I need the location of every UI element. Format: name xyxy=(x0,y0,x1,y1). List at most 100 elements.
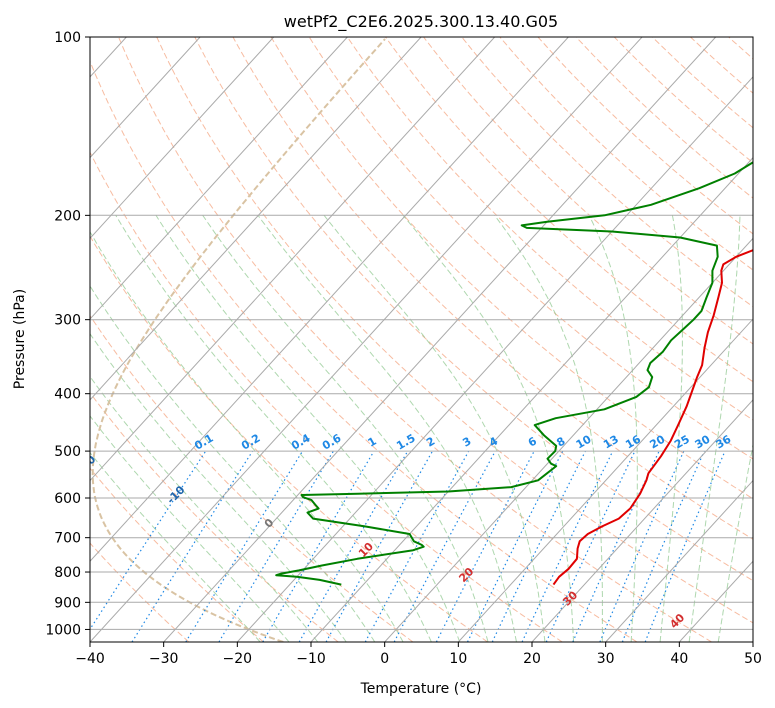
dry-adiabat-line xyxy=(423,37,753,345)
dewpoint-profile-line xyxy=(275,161,753,586)
x-tick-label: 30 xyxy=(597,651,615,667)
dry-adiabat-line xyxy=(90,314,414,642)
isobars xyxy=(90,37,753,630)
mixing-ratio-line xyxy=(599,451,685,642)
mixing-ratio-line xyxy=(218,451,334,642)
x-axis-label: Temperature (°C) xyxy=(360,681,482,697)
mixing-ratio-line xyxy=(521,451,614,642)
plot-area: 0.1 0.2 0.4 0.6 1 1.5 2 3 4 6 8 10 13 16 20 25 30 36 -100… xyxy=(75,37,753,642)
isotherm-line xyxy=(384,237,753,642)
y-tick-label: 700 xyxy=(54,531,81,547)
isotherm-line xyxy=(605,479,753,642)
y-tick-label: 300 xyxy=(54,313,81,329)
moist-adiabat-line xyxy=(588,215,638,642)
moist-adiabat-line xyxy=(688,215,741,642)
dry-adiabat-line xyxy=(613,37,753,164)
dry-adiabat-line xyxy=(537,37,753,235)
isotherm-line xyxy=(531,399,753,642)
mixing-ratio-line xyxy=(545,451,636,642)
y-tick-label: 800 xyxy=(54,565,81,581)
isotherm-line xyxy=(457,318,753,642)
lcl-curve xyxy=(91,38,386,642)
mixing-ratio-line xyxy=(298,451,409,642)
moist-adiabat-line xyxy=(90,285,376,642)
mixing-ratio-line xyxy=(644,451,726,642)
y-tick-label: 900 xyxy=(54,595,81,611)
isotherm-line xyxy=(90,37,643,642)
moist-adiabat-line xyxy=(90,451,261,642)
moist-adiabat-line xyxy=(717,442,753,642)
x-tick-label: 50 xyxy=(744,651,762,667)
plot-frame xyxy=(89,36,754,643)
dry-adiabat-line xyxy=(194,37,753,582)
dry-adiabat-line xyxy=(90,151,563,642)
dry-adiabat-line xyxy=(385,37,753,383)
dry-adiabat-line xyxy=(346,37,753,421)
moist-adiabat-line xyxy=(155,215,461,642)
moist-adiabat-line xyxy=(494,215,603,642)
mixing-ratio-line xyxy=(325,451,433,642)
dry-adiabat-line xyxy=(575,37,753,199)
moist-adiabat-line xyxy=(90,230,404,642)
chart-title: wetPf2_C2E6.2025.300.13.40.G05 xyxy=(284,12,558,32)
x-tick-label: −10 xyxy=(296,651,326,667)
mixing-ratio-line xyxy=(90,451,206,631)
dry-adiabat-line xyxy=(308,37,753,460)
mixing-ratio-line xyxy=(491,451,586,642)
isotherm-line xyxy=(310,156,753,642)
dry-adiabat-line xyxy=(90,235,488,642)
dry-adiabats xyxy=(90,37,753,642)
isotherm-line xyxy=(90,37,569,562)
mixing-ratio-line xyxy=(131,451,253,642)
dry-adiabat-line xyxy=(499,37,753,271)
moist-adiabat-line xyxy=(402,214,575,642)
mixing-ratio-line xyxy=(364,451,470,642)
x-tick-label: 10 xyxy=(449,651,467,667)
isotherm-line xyxy=(90,37,275,240)
mixing-ratio-line xyxy=(262,451,375,642)
y-tick-label: 400 xyxy=(54,387,81,403)
moist-adiabat-line xyxy=(90,375,319,642)
x-axis: −40 −30 −20 −10 0 10 20 30 40 50 xyxy=(75,642,762,667)
x-tick-label: 0 xyxy=(380,651,389,667)
reference-curve xyxy=(91,38,386,642)
x-tick-label: −40 xyxy=(75,651,105,667)
temperature-profile-line xyxy=(552,249,753,586)
x-tick-label: −30 xyxy=(149,651,179,667)
dry-adiabat-line xyxy=(90,467,264,642)
y-tick-label: 600 xyxy=(54,491,81,507)
mixing-ratio-line xyxy=(185,451,303,642)
y-tick-label: 200 xyxy=(54,208,81,224)
profile-series xyxy=(275,161,753,586)
moist-adiabat-line xyxy=(257,215,517,642)
dry-adiabat-line xyxy=(90,60,638,642)
isotherm-line xyxy=(90,37,496,482)
dry-adiabat-line xyxy=(156,37,753,624)
mixing-ratio-lines xyxy=(90,451,726,642)
moist-adiabat-line xyxy=(90,332,347,642)
moist-adiabat-line xyxy=(659,215,683,642)
dry-adiabat-line xyxy=(90,391,339,642)
isotherm-line xyxy=(90,37,201,159)
dry-adiabat-line xyxy=(232,37,753,540)
mixing-ratio-line xyxy=(572,451,660,642)
x-tick-label: 40 xyxy=(670,651,688,667)
dry-adiabat-line xyxy=(118,37,712,642)
isotherm-line xyxy=(236,76,753,642)
dry-adiabat-line xyxy=(270,37,753,500)
y-tick-label: 100 xyxy=(54,30,81,46)
isotherm-line xyxy=(163,37,717,642)
y-axis: 100 200 300 400 500 600 700 800 900 1000 xyxy=(45,30,90,638)
isotherms xyxy=(90,37,753,642)
y-tick-label: 500 xyxy=(54,444,81,460)
isotherm-line xyxy=(90,37,422,401)
dry-adiabat-label: -20 xyxy=(75,452,98,475)
moist-adiabat-line xyxy=(90,415,290,642)
y-axis-label: Pressure (hPa) xyxy=(12,289,28,389)
isotherm-line xyxy=(90,37,348,320)
y-tick-label: 1000 xyxy=(45,622,81,638)
moist-adiabat-line xyxy=(323,214,546,642)
x-tick-label: 20 xyxy=(523,651,541,667)
x-tick-label: −20 xyxy=(223,651,253,667)
